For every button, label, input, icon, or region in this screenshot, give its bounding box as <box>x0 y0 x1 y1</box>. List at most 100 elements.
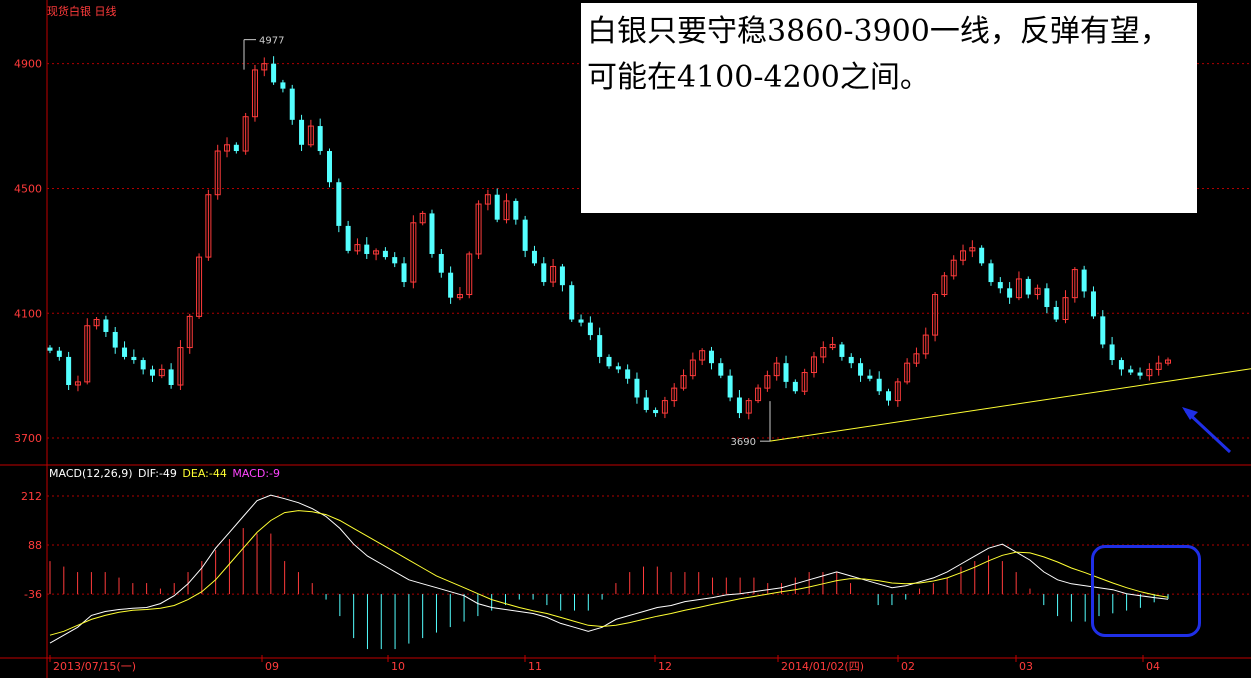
candle-body <box>988 263 994 283</box>
candle-body <box>979 247 985 264</box>
candle <box>1081 265 1087 298</box>
candle-body <box>327 151 332 183</box>
candle-body <box>271 63 277 83</box>
candle <box>597 327 603 364</box>
candle <box>382 247 388 260</box>
annotation-note: 白银只要守稳3860-3900一线，反弹有望，可能在4100-4200之间。 <box>581 3 1197 213</box>
candle <box>429 209 435 258</box>
candle-body <box>615 366 621 370</box>
candle <box>47 345 53 354</box>
candle <box>783 355 789 389</box>
candle-body <box>466 253 473 296</box>
dea-value: DEA:-44 <box>182 467 227 480</box>
candle <box>1053 300 1059 322</box>
candle <box>876 371 882 395</box>
candle <box>625 364 631 384</box>
candle-body <box>103 319 109 332</box>
candle-body <box>66 356 72 386</box>
candle <box>569 281 575 322</box>
candle <box>1034 284 1041 300</box>
candle <box>1165 357 1171 366</box>
candle-body <box>1081 269 1087 292</box>
candle-body <box>886 391 891 401</box>
candle-body <box>494 194 500 220</box>
candle <box>1109 336 1115 366</box>
candle-body <box>1044 288 1050 308</box>
candle <box>177 340 184 390</box>
candle <box>1007 282 1013 304</box>
candle-body <box>47 347 53 351</box>
candle <box>93 316 100 330</box>
candle <box>886 388 891 406</box>
candle <box>140 357 146 375</box>
candle <box>438 248 444 278</box>
x-tick-label: 2014/01/02(四) <box>781 660 864 673</box>
candle-body <box>289 88 295 120</box>
candle <box>615 362 621 374</box>
candle-body <box>643 397 649 410</box>
candle <box>950 255 957 280</box>
candle-body <box>755 387 762 402</box>
candle <box>373 248 380 261</box>
x-tick-label: 12 <box>658 660 672 673</box>
candle-body <box>354 244 361 252</box>
macd-legend: MACD(12,26,9) DIF:-49 DEA:-44 MACD:-9 <box>49 467 282 480</box>
candle <box>224 137 231 158</box>
candle <box>960 244 967 266</box>
candle-body <box>392 257 398 264</box>
candle-body <box>820 347 827 358</box>
candle-body <box>1137 372 1143 376</box>
candle-body <box>531 250 537 264</box>
candle-body <box>1053 307 1059 320</box>
macd-value: MACD:-9 <box>232 467 281 480</box>
candle-body <box>932 294 939 336</box>
x-tick-label: 11 <box>528 660 542 673</box>
candle-body <box>913 353 920 364</box>
candle-body <box>894 381 901 402</box>
candle-body <box>708 350 714 364</box>
candle <box>680 369 687 391</box>
candle-body <box>792 381 798 392</box>
candle <box>820 341 827 364</box>
candle-body <box>950 259 957 277</box>
candle-body <box>661 400 668 414</box>
candle <box>251 64 258 122</box>
candle-body <box>177 347 184 386</box>
candle-body <box>1025 278 1031 295</box>
candle <box>484 189 491 211</box>
candle-body <box>158 368 165 377</box>
candle <box>578 314 584 327</box>
candle-body <box>773 362 780 377</box>
candle <box>969 240 976 258</box>
candle <box>1118 357 1124 376</box>
candle <box>494 188 500 223</box>
candle-body <box>550 265 557 283</box>
candle <box>745 398 752 420</box>
candle-body <box>848 356 854 364</box>
x-tick-label: 03 <box>1019 660 1033 673</box>
candle-body <box>382 250 388 258</box>
candle-body <box>922 334 929 355</box>
candle <box>56 346 62 361</box>
candle-body <box>876 378 882 392</box>
candle-body <box>345 225 351 251</box>
candle <box>904 358 911 385</box>
candle <box>1044 283 1050 314</box>
candle-body <box>783 363 789 382</box>
candle <box>1015 271 1022 301</box>
chart-title: 现货白银 日线 <box>47 3 117 19</box>
candle <box>364 237 370 259</box>
y-tick-label: 4500 <box>14 182 42 195</box>
candle-body <box>299 119 305 145</box>
candle-body <box>1100 316 1106 345</box>
candle-body <box>1007 288 1013 298</box>
trendline <box>769 368 1251 442</box>
candle <box>149 365 155 382</box>
candle <box>1071 267 1078 303</box>
candle-body <box>242 116 249 152</box>
candle <box>727 369 733 402</box>
candle-body <box>671 387 678 402</box>
candle <box>764 370 771 392</box>
candle-body <box>997 282 1003 289</box>
candle <box>1137 367 1143 380</box>
